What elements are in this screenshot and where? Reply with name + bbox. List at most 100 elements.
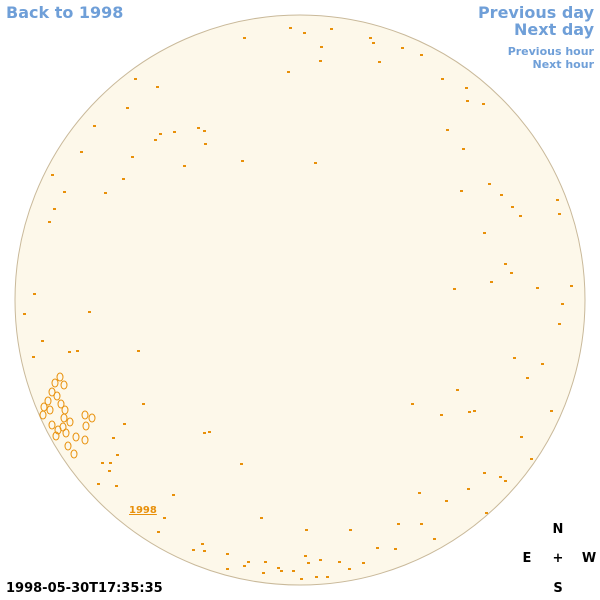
feature-marker bbox=[420, 54, 423, 56]
feature-loop bbox=[56, 372, 64, 382]
feature-marker bbox=[68, 351, 71, 353]
feature-marker bbox=[556, 199, 559, 201]
feature-marker bbox=[369, 37, 372, 39]
feature-marker bbox=[504, 263, 507, 265]
feature-marker bbox=[326, 576, 329, 578]
feature-marker bbox=[411, 403, 414, 405]
active-region-markers bbox=[23, 27, 573, 580]
feature-marker bbox=[541, 363, 544, 365]
feature-marker bbox=[122, 178, 125, 180]
previous-day-link[interactable]: Previous day bbox=[477, 3, 594, 22]
feature-marker bbox=[23, 313, 26, 315]
feature-marker bbox=[570, 285, 573, 287]
feature-marker bbox=[530, 458, 533, 460]
feature-marker bbox=[131, 156, 134, 158]
feature-marker bbox=[467, 488, 470, 490]
feature-marker bbox=[32, 356, 35, 358]
feature-marker bbox=[172, 494, 175, 496]
feature-loop bbox=[88, 413, 96, 423]
feature-loop bbox=[51, 378, 59, 388]
feature-marker bbox=[446, 129, 449, 131]
feature-marker bbox=[109, 462, 112, 464]
feature-marker bbox=[372, 42, 375, 44]
feature-marker bbox=[203, 550, 206, 552]
feature-marker bbox=[280, 570, 283, 572]
feature-marker bbox=[76, 350, 79, 352]
feature-marker bbox=[511, 206, 514, 208]
feature-marker bbox=[504, 480, 507, 482]
feature-marker bbox=[401, 47, 404, 49]
feature-marker bbox=[349, 529, 352, 531]
feature-marker bbox=[116, 454, 119, 456]
feature-marker bbox=[101, 462, 104, 464]
feature-marker bbox=[490, 281, 493, 283]
feature-loop bbox=[82, 421, 90, 431]
feature-marker bbox=[156, 86, 159, 88]
feature-marker bbox=[499, 476, 502, 478]
feature-marker bbox=[513, 357, 516, 359]
feature-marker bbox=[397, 523, 400, 525]
feature-marker bbox=[520, 436, 523, 438]
feature-loop bbox=[64, 441, 72, 451]
feature-marker bbox=[315, 576, 318, 578]
feature-marker bbox=[348, 568, 351, 570]
compass-south-label: S bbox=[553, 581, 563, 596]
feature-marker bbox=[319, 559, 322, 561]
feature-marker bbox=[420, 523, 423, 525]
feature-marker bbox=[526, 377, 529, 379]
year-marker-link[interactable]: 1998 bbox=[129, 505, 157, 516]
feature-marker bbox=[204, 143, 207, 145]
feature-marker bbox=[201, 543, 204, 545]
next-hour-link[interactable]: Next hour bbox=[532, 58, 595, 71]
previous-hour-link[interactable]: Previous hour bbox=[507, 45, 594, 58]
feature-loop bbox=[81, 410, 89, 420]
feature-marker bbox=[262, 572, 265, 574]
feature-marker bbox=[33, 293, 36, 295]
feature-marker bbox=[226, 568, 229, 570]
feature-marker bbox=[48, 221, 51, 223]
next-day-link[interactable]: Next day bbox=[514, 20, 594, 39]
observation-timestamp: 1998-05-30T17:35:35 bbox=[6, 581, 163, 596]
feature-marker bbox=[53, 208, 56, 210]
feature-loop bbox=[81, 435, 89, 445]
feature-loop bbox=[39, 410, 47, 420]
feature-marker bbox=[305, 529, 308, 531]
feature-marker bbox=[483, 232, 486, 234]
feature-marker bbox=[536, 287, 539, 289]
feature-marker bbox=[154, 139, 157, 141]
feature-marker bbox=[558, 213, 561, 215]
feature-marker bbox=[197, 127, 200, 129]
feature-marker bbox=[465, 87, 468, 89]
feature-marker bbox=[394, 548, 397, 550]
feature-marker bbox=[550, 410, 553, 412]
feature-marker bbox=[483, 472, 486, 474]
feature-marker bbox=[126, 107, 129, 109]
feature-marker bbox=[157, 531, 160, 533]
feature-marker bbox=[41, 340, 44, 342]
feature-marker bbox=[159, 133, 162, 135]
feature-marker bbox=[304, 555, 307, 557]
feature-marker bbox=[93, 125, 96, 127]
feature-marker bbox=[561, 303, 564, 305]
feature-marker bbox=[203, 432, 206, 434]
feature-marker bbox=[112, 437, 115, 439]
feature-marker bbox=[241, 160, 244, 162]
compass-center-cross: + bbox=[552, 551, 564, 566]
feature-marker bbox=[320, 46, 323, 48]
back-to-year-link[interactable]: Back to 1998 bbox=[6, 3, 124, 22]
compass-west-label: W bbox=[581, 551, 597, 566]
feature-loop bbox=[70, 449, 78, 459]
feature-loop bbox=[53, 391, 61, 401]
feature-marker bbox=[192, 549, 195, 551]
feature-loop bbox=[57, 399, 65, 409]
feature-marker bbox=[173, 131, 176, 133]
feature-marker bbox=[462, 148, 465, 150]
feature-marker bbox=[319, 60, 322, 62]
feature-marker bbox=[466, 100, 469, 102]
feature-loop bbox=[62, 428, 70, 438]
feature-marker bbox=[260, 517, 263, 519]
feature-marker bbox=[104, 192, 107, 194]
feature-loop bbox=[52, 431, 60, 441]
